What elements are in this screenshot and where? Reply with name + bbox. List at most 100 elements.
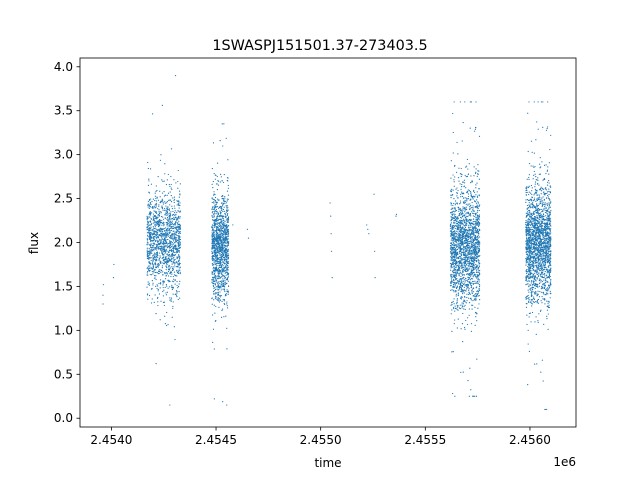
data-point — [470, 258, 472, 260]
data-point — [169, 217, 171, 219]
data-point — [151, 233, 154, 235]
data-point — [161, 228, 164, 230]
data-point — [457, 217, 459, 219]
data-point — [218, 266, 220, 268]
data-point — [222, 252, 224, 254]
data-point — [159, 279, 162, 281]
data-point — [451, 351, 453, 353]
data-point — [212, 328, 215, 330]
data-point — [165, 261, 167, 263]
data-point — [453, 291, 455, 293]
data-point — [470, 238, 472, 240]
data-point — [468, 230, 470, 232]
data-point — [465, 236, 467, 238]
data-point — [156, 212, 158, 214]
data-point — [454, 210, 457, 212]
data-point — [160, 215, 163, 218]
data-point — [168, 199, 170, 201]
data-point — [172, 281, 175, 283]
data-point — [461, 284, 464, 287]
data-point — [156, 245, 159, 247]
data-point — [472, 212, 474, 214]
data-point — [479, 222, 481, 225]
data-point — [179, 262, 181, 264]
data-point — [157, 230, 159, 232]
data-point — [213, 236, 215, 238]
data-point — [459, 193, 462, 195]
data-point — [158, 259, 160, 261]
data-point — [213, 249, 215, 252]
data-point — [535, 293, 537, 295]
data-point — [217, 267, 220, 269]
data-point — [453, 240, 455, 242]
data-point — [215, 236, 218, 238]
data-point — [465, 166, 467, 168]
data-point — [216, 222, 218, 224]
data-point — [470, 193, 472, 195]
data-point — [159, 287, 161, 289]
data-point — [179, 244, 181, 246]
data-point — [167, 323, 169, 326]
data-point — [452, 237, 454, 240]
data-point — [474, 306, 476, 308]
data-point — [149, 251, 151, 253]
data-point — [177, 203, 180, 205]
data-point — [450, 233, 452, 236]
data-point — [158, 240, 160, 242]
data-point — [160, 211, 162, 213]
data-point — [458, 272, 461, 274]
data-point — [148, 257, 150, 259]
data-point — [451, 194, 454, 196]
data-point — [161, 179, 163, 181]
data-point — [146, 294, 149, 296]
data-point — [165, 241, 167, 243]
data-point — [455, 287, 458, 290]
data-point — [177, 271, 179, 273]
data-point — [467, 247, 469, 249]
data-point — [451, 279, 453, 282]
data-point — [160, 221, 162, 223]
data-point — [166, 267, 168, 269]
data-point — [459, 183, 461, 185]
data-point — [170, 255, 172, 257]
data-point — [220, 280, 222, 282]
data-point — [213, 191, 215, 193]
data-point — [476, 241, 478, 243]
data-point — [220, 295, 222, 297]
data-point — [221, 308, 224, 310]
data-point — [224, 254, 226, 256]
data-point — [168, 268, 170, 270]
data-point — [213, 258, 215, 260]
data-point — [148, 191, 150, 193]
data-point — [459, 257, 461, 259]
data-point — [164, 249, 166, 251]
data-point — [174, 226, 176, 228]
data-point — [221, 276, 223, 278]
data-point — [222, 202, 225, 205]
data-point — [156, 251, 159, 253]
data-point — [158, 209, 160, 211]
data-point — [223, 123, 225, 125]
data-point — [154, 294, 156, 296]
data-point — [450, 194, 452, 196]
data-point — [217, 246, 220, 248]
data-point — [219, 249, 222, 251]
data-point — [454, 395, 456, 397]
data-point — [463, 251, 465, 253]
data-point — [173, 212, 176, 214]
data-point — [452, 289, 454, 291]
data-point — [157, 226, 160, 228]
data-point — [475, 395, 478, 397]
data-point — [463, 179, 466, 181]
data-point — [224, 223, 226, 225]
data-point — [461, 234, 463, 236]
data-point — [458, 244, 460, 246]
data-point — [470, 225, 472, 227]
data-point — [162, 180, 164, 182]
data-point — [460, 267, 462, 269]
data-point — [470, 205, 472, 207]
data-point — [459, 243, 461, 245]
data-point — [464, 284, 466, 286]
data-point — [153, 246, 155, 248]
data-point — [178, 190, 181, 192]
